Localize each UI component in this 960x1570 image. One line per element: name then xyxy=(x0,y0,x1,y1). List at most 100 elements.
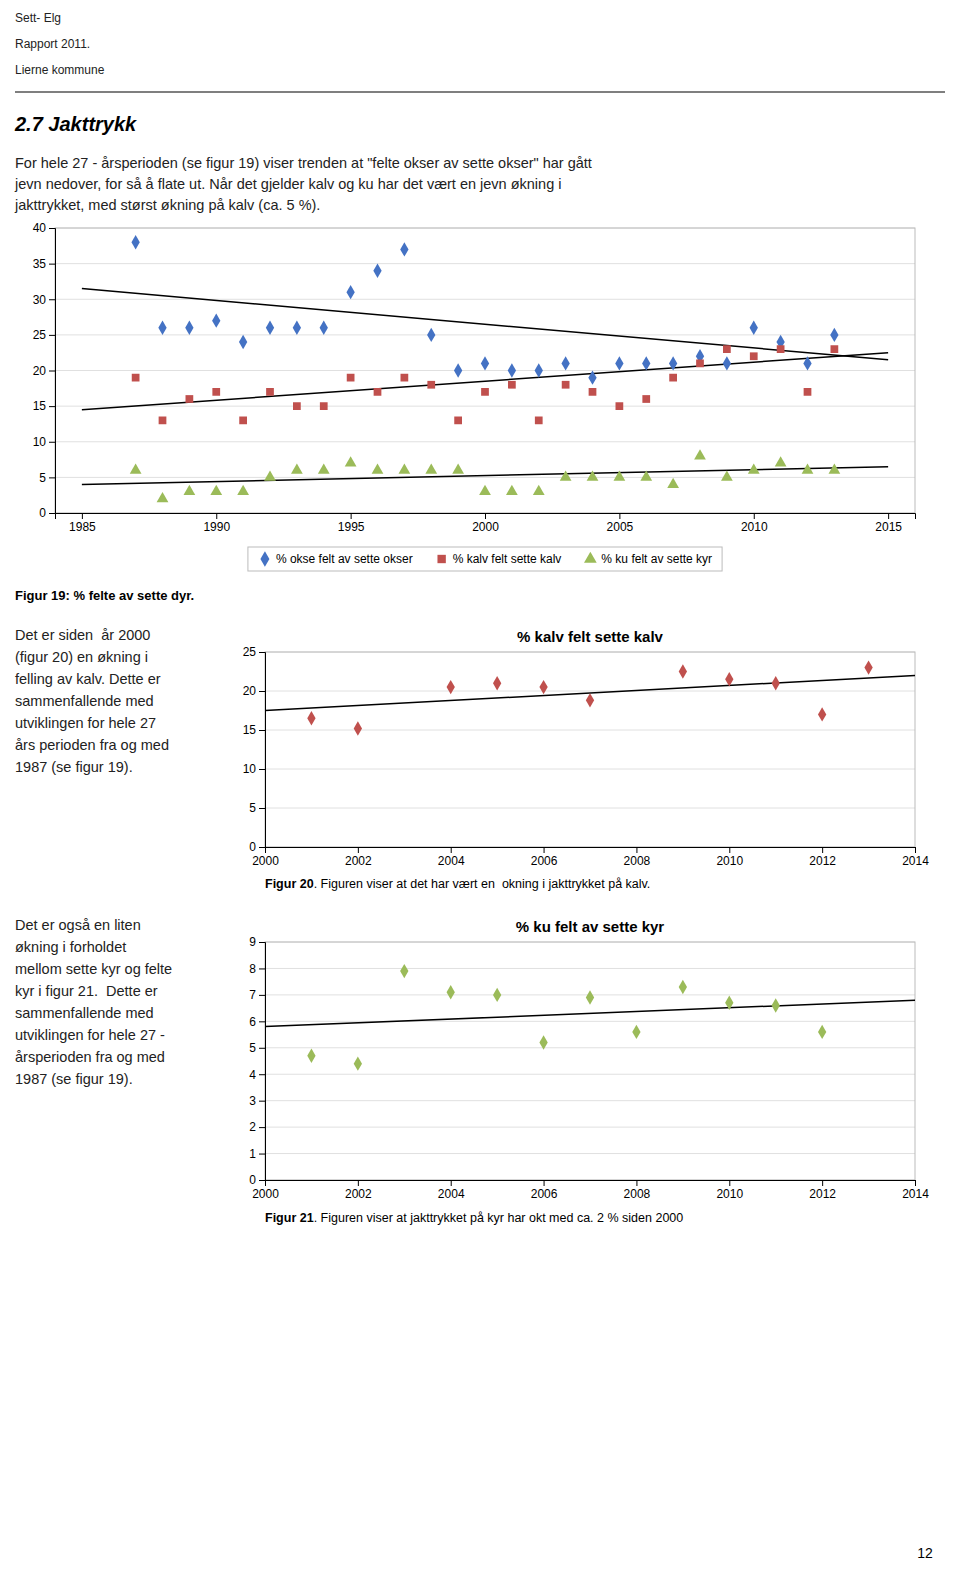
point xyxy=(725,996,733,1010)
point xyxy=(427,381,435,389)
x-tick-label: 2010 xyxy=(741,520,768,534)
point xyxy=(725,672,733,686)
x-tick-label: 2010 xyxy=(716,1187,743,1201)
point xyxy=(239,417,247,425)
y-tick-mark xyxy=(259,847,265,848)
y-tick: 2 xyxy=(249,1120,265,1134)
point xyxy=(346,285,354,299)
y-tick-mark xyxy=(49,477,55,478)
x-axis: 20002002200420062008201020122014 xyxy=(252,847,929,868)
x-tick-mark xyxy=(216,513,217,519)
point xyxy=(159,417,167,425)
body-text-line: felling av kalv. Dette er xyxy=(15,671,161,687)
y-tick: 1 xyxy=(249,1147,265,1161)
point xyxy=(750,352,758,360)
y-tick: 5 xyxy=(249,1041,265,1055)
x-tick-label: 2014 xyxy=(902,1187,929,1201)
legend-frame xyxy=(248,547,722,571)
grid xyxy=(265,942,915,1180)
y-tick: 20 xyxy=(33,364,55,378)
y-tick-mark xyxy=(259,942,265,943)
y-tick: 30 xyxy=(33,293,55,307)
grid-line xyxy=(265,769,915,770)
y-tick-label: 40 xyxy=(33,221,47,235)
y-tick-label: 25 xyxy=(243,645,257,659)
point xyxy=(640,471,652,481)
point xyxy=(318,463,330,473)
point xyxy=(183,485,195,495)
page: Sett- ElgRapport 2011.Lierne kommune2.7 … xyxy=(0,0,960,1570)
section-title: 2.7 Jakttrykk xyxy=(14,113,137,135)
body-text-line: (figur 20) en økning i xyxy=(15,649,148,665)
point xyxy=(828,463,840,473)
x-tick-label: 2004 xyxy=(438,854,465,868)
point xyxy=(679,664,687,678)
series xyxy=(307,660,872,735)
x-tick-label: 2000 xyxy=(252,1187,279,1201)
x-tick: 2012 xyxy=(809,1180,836,1201)
point xyxy=(131,235,139,249)
point xyxy=(613,471,625,481)
x-tick: 2004 xyxy=(438,847,465,868)
chart-title: % kalv felt sette kalv xyxy=(517,628,664,645)
y-tick: 25 xyxy=(243,645,265,659)
grid-line xyxy=(265,1153,915,1154)
caption: Figur 19: % felte av sette dyr. xyxy=(15,588,194,603)
point xyxy=(479,485,491,495)
y-tick: 8 xyxy=(249,962,265,976)
point xyxy=(400,242,408,256)
x-tick-label: 2008 xyxy=(624,1187,651,1201)
x-axis: 1985199019952000200520102015 xyxy=(56,513,916,534)
x-tick-label: 2015 xyxy=(875,520,902,534)
y-tick-mark xyxy=(259,995,265,996)
y-tick-label: 7 xyxy=(249,988,256,1002)
grid-line xyxy=(55,263,915,264)
x-tick-label: 2008 xyxy=(624,854,651,868)
y-tick-mark xyxy=(259,808,265,809)
x-tick-label: 2012 xyxy=(809,1187,836,1201)
point xyxy=(454,363,462,377)
point xyxy=(320,402,328,410)
y-tick: 10 xyxy=(33,435,55,449)
point xyxy=(481,388,489,396)
point xyxy=(632,1025,640,1039)
body-text-line: 1987 (se figur 19). xyxy=(15,759,133,775)
legend: % okse felt av sette okser% kalv felt se… xyxy=(248,547,722,571)
point xyxy=(667,478,679,488)
x-tick-mark xyxy=(754,513,755,519)
y-tick-mark xyxy=(49,513,55,514)
x-tick: 2004 xyxy=(438,1180,465,1201)
point xyxy=(320,321,328,335)
body-text-line: kyr i figur 21. Dette er xyxy=(15,983,158,999)
body-text-line: Det er siden år 2000 xyxy=(15,627,150,643)
point xyxy=(586,693,594,707)
x-tick-mark xyxy=(451,847,452,853)
y-tick-mark xyxy=(259,1074,265,1075)
point xyxy=(723,345,731,353)
point xyxy=(293,321,301,335)
x-tick: 2006 xyxy=(531,1180,558,1201)
chart: 1985199019952000200520102015051015202530… xyxy=(33,221,916,571)
point xyxy=(587,471,599,481)
x-tick: 2015 xyxy=(875,513,902,534)
grid-line xyxy=(55,441,915,442)
y-tick-mark xyxy=(49,228,55,229)
grid-line xyxy=(265,1047,915,1048)
point xyxy=(347,374,355,382)
body-text-line: jakttrykket, med størst økning på kalv (… xyxy=(14,197,320,213)
y-axis: 0510152025 xyxy=(243,645,266,854)
point xyxy=(560,471,572,481)
header-line: Rapport 2011. xyxy=(15,37,90,51)
y-tick-mark xyxy=(49,335,55,336)
x-tick-mark xyxy=(636,1180,637,1186)
point xyxy=(750,321,758,335)
y-axis: 0123456789 xyxy=(249,935,265,1187)
y-tick-label: 2 xyxy=(249,1120,256,1134)
y-tick-mark xyxy=(49,442,55,443)
point xyxy=(493,676,501,690)
y-tick-label: 15 xyxy=(243,723,257,737)
y-tick-label: 20 xyxy=(33,364,47,378)
body-text-line: sammenfallende med xyxy=(15,693,154,709)
point xyxy=(354,721,362,735)
chart: 2000200220042006200820102012201405101520… xyxy=(243,645,930,867)
